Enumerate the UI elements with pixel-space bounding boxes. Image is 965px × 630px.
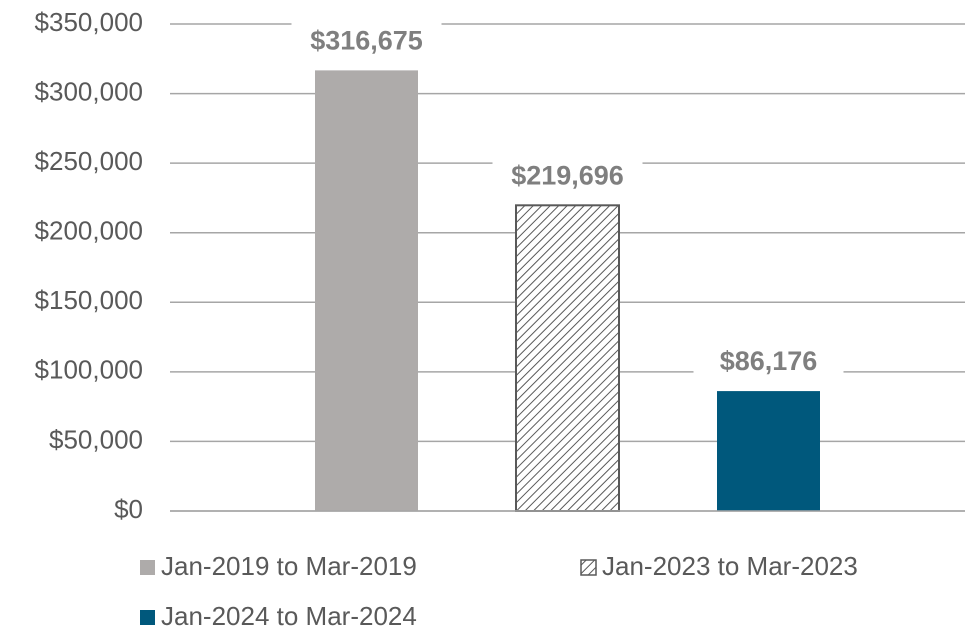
legend-swatch: [140, 610, 155, 625]
legend-label: Jan-2019 to Mar-2019: [161, 551, 417, 581]
y-tick-label: $200,000: [35, 216, 143, 246]
bar: [515, 204, 620, 512]
bar: [315, 70, 418, 511]
y-tick-label: $350,000: [35, 7, 143, 37]
bar: [717, 391, 820, 511]
value-label-bg: [693, 343, 844, 382]
legend-label: Jan-2024 to Mar-2024: [161, 601, 417, 630]
legend-label: Jan-2023 to Mar-2023: [602, 551, 858, 581]
value-label: $316,675: [310, 25, 423, 55]
y-tick-label: $0: [114, 494, 143, 524]
y-tick-label: $300,000: [35, 76, 143, 106]
legend-swatch: [140, 560, 155, 575]
y-tick-label: $150,000: [35, 285, 143, 315]
value-label: $86,176: [720, 346, 818, 376]
y-tick-label: $100,000: [35, 355, 143, 385]
value-label: $219,696: [511, 160, 624, 190]
y-tick-label: $50,000: [49, 424, 143, 454]
legend-swatch: [580, 559, 597, 576]
value-label-bg: [291, 22, 442, 61]
value-label-bg: [492, 157, 643, 196]
y-tick-label: $250,000: [35, 146, 143, 176]
